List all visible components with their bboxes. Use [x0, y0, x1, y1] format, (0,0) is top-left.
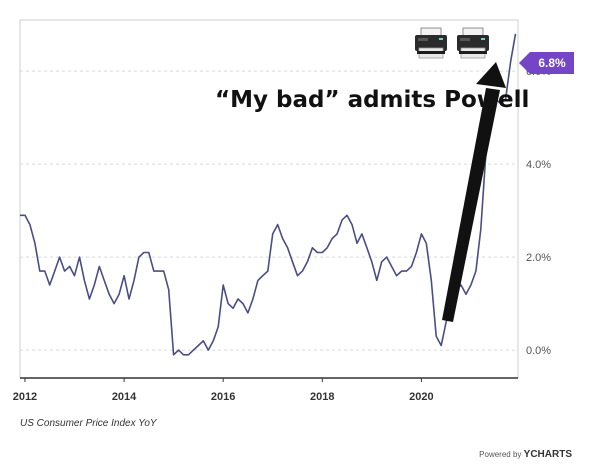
y-tick-label: 2.0%: [526, 252, 551, 264]
y-tick-label: 4.0%: [526, 159, 551, 171]
x-tick-label: 2020: [409, 391, 433, 403]
cpi-series-line: [20, 33, 517, 356]
series-source-label: US Consumer Price Index YoY: [20, 418, 157, 429]
last-value-callout: 6.8%: [519, 52, 574, 74]
last-value-label: 6.8%: [538, 56, 566, 70]
y-tick-label: 0.0%: [526, 345, 551, 357]
brand-name: YCHARTS: [523, 449, 572, 460]
y-axis-ticks: 0.0%2.0%4.0%6.0%: [526, 66, 551, 357]
printer-icon: [415, 27, 447, 59]
x-tick-label: 2016: [211, 391, 235, 403]
x-axis-ticks: 2012 2014 2016 2018 2020: [13, 378, 434, 403]
x-tick-label: 2018: [310, 391, 334, 403]
ycharts-brand: Powered by YCHARTS: [479, 449, 572, 460]
annotation-arrow: [442, 62, 506, 322]
brand-prefix: Powered by: [479, 450, 522, 459]
x-tick-label: 2014: [112, 391, 137, 403]
headline-annotation: “My bad” admits Powell: [215, 87, 529, 113]
x-tick-label: 2012: [13, 391, 37, 403]
plot-frame: [19, 19, 519, 379]
printer-icon: [457, 27, 489, 59]
